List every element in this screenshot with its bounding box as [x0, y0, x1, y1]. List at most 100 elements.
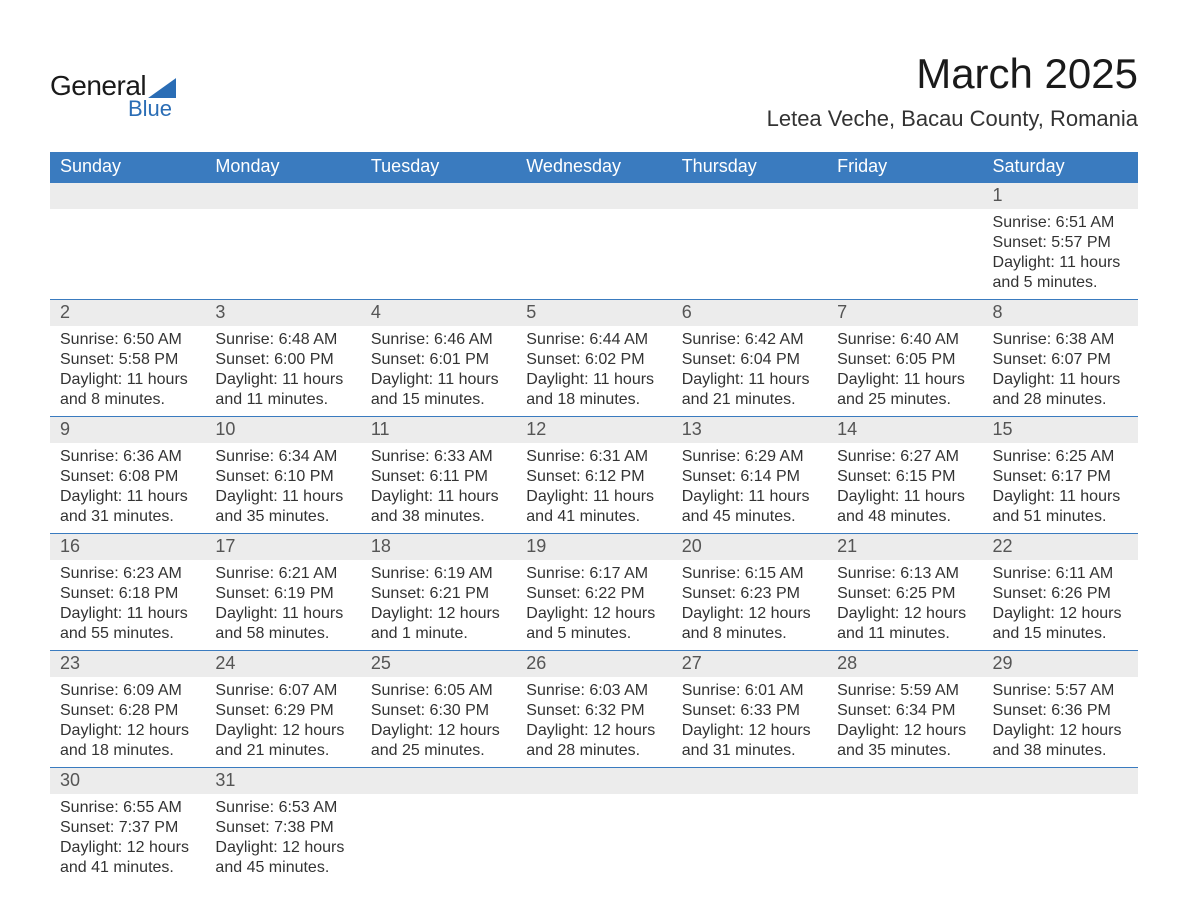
day-cell: 1Sunrise: 6:51 AMSunset: 5:57 PMDaylight… — [983, 183, 1138, 299]
day-number: 4 — [361, 300, 516, 326]
day-cell: 16Sunrise: 6:23 AMSunset: 6:18 PMDayligh… — [50, 534, 205, 650]
day-sr: Sunrise: 6:23 AM — [60, 564, 195, 584]
day-cell: 2Sunrise: 6:50 AMSunset: 5:58 PMDaylight… — [50, 300, 205, 416]
day-number — [205, 183, 360, 209]
day-cell — [672, 183, 827, 299]
day-dl1: Daylight: 11 hours — [837, 370, 972, 390]
day-cell: 30Sunrise: 6:55 AMSunset: 7:37 PMDayligh… — [50, 768, 205, 884]
day-cell: 20Sunrise: 6:15 AMSunset: 6:23 PMDayligh… — [672, 534, 827, 650]
day-header-row: SundayMondayTuesdayWednesdayThursdayFrid… — [50, 152, 1138, 183]
day-ss: Sunset: 6:22 PM — [526, 584, 661, 604]
day-cell — [50, 183, 205, 299]
title-block: March 2025 Letea Veche, Bacau County, Ro… — [767, 50, 1138, 132]
day-dl2: and 41 minutes. — [526, 507, 661, 527]
day-body: Sunrise: 6:42 AMSunset: 6:04 PMDaylight:… — [672, 326, 827, 416]
day-number — [672, 768, 827, 794]
day-number: 19 — [516, 534, 671, 560]
day-body: Sunrise: 6:38 AMSunset: 6:07 PMDaylight:… — [983, 326, 1138, 416]
day-cell — [516, 183, 671, 299]
day-header: Saturday — [983, 152, 1138, 183]
day-body: Sunrise: 6:15 AMSunset: 6:23 PMDaylight:… — [672, 560, 827, 650]
day-header: Friday — [827, 152, 982, 183]
day-number: 2 — [50, 300, 205, 326]
day-dl1: Daylight: 11 hours — [371, 487, 506, 507]
day-dl2: and 58 minutes. — [215, 624, 350, 644]
day-cell: 12Sunrise: 6:31 AMSunset: 6:12 PMDayligh… — [516, 417, 671, 533]
day-number: 27 — [672, 651, 827, 677]
day-sr: Sunrise: 6:29 AM — [682, 447, 817, 467]
day-dl2: and 48 minutes. — [837, 507, 972, 527]
day-body: Sunrise: 6:27 AMSunset: 6:15 PMDaylight:… — [827, 443, 982, 533]
day-dl1: Daylight: 11 hours — [215, 487, 350, 507]
day-ss: Sunset: 6:04 PM — [682, 350, 817, 370]
day-dl2: and 11 minutes. — [215, 390, 350, 410]
day-dl1: Daylight: 12 hours — [215, 721, 350, 741]
day-cell: 22Sunrise: 6:11 AMSunset: 6:26 PMDayligh… — [983, 534, 1138, 650]
day-sr: Sunrise: 6:15 AM — [682, 564, 817, 584]
week-row: 1Sunrise: 6:51 AMSunset: 5:57 PMDaylight… — [50, 183, 1138, 300]
day-ss: Sunset: 5:57 PM — [993, 233, 1128, 253]
day-cell: 11Sunrise: 6:33 AMSunset: 6:11 PMDayligh… — [361, 417, 516, 533]
day-dl1: Daylight: 12 hours — [993, 604, 1128, 624]
day-dl1: Daylight: 12 hours — [215, 838, 350, 858]
day-number: 30 — [50, 768, 205, 794]
day-dl2: and 5 minutes. — [993, 273, 1128, 293]
day-dl2: and 55 minutes. — [60, 624, 195, 644]
day-number: 21 — [827, 534, 982, 560]
day-cell: 10Sunrise: 6:34 AMSunset: 6:10 PMDayligh… — [205, 417, 360, 533]
day-cell: 27Sunrise: 6:01 AMSunset: 6:33 PMDayligh… — [672, 651, 827, 767]
day-dl2: and 38 minutes. — [993, 741, 1128, 761]
day-header: Wednesday — [516, 152, 671, 183]
day-cell: 18Sunrise: 6:19 AMSunset: 6:21 PMDayligh… — [361, 534, 516, 650]
day-dl1: Daylight: 11 hours — [371, 370, 506, 390]
day-sr: Sunrise: 6:25 AM — [993, 447, 1128, 467]
day-cell — [361, 768, 516, 884]
day-ss: Sunset: 6:02 PM — [526, 350, 661, 370]
day-sr: Sunrise: 6:48 AM — [215, 330, 350, 350]
day-body: Sunrise: 6:53 AMSunset: 7:38 PMDaylight:… — [205, 794, 360, 884]
day-dl1: Daylight: 11 hours — [60, 370, 195, 390]
day-number: 15 — [983, 417, 1138, 443]
day-dl1: Daylight: 12 hours — [837, 604, 972, 624]
day-sr: Sunrise: 6:34 AM — [215, 447, 350, 467]
day-dl1: Daylight: 12 hours — [60, 721, 195, 741]
day-number: 11 — [361, 417, 516, 443]
page-header: General Blue March 2025 Letea Veche, Bac… — [50, 50, 1138, 132]
day-number — [827, 768, 982, 794]
day-header: Tuesday — [361, 152, 516, 183]
day-cell: 6Sunrise: 6:42 AMSunset: 6:04 PMDaylight… — [672, 300, 827, 416]
day-ss: Sunset: 6:32 PM — [526, 701, 661, 721]
day-body: Sunrise: 6:46 AMSunset: 6:01 PMDaylight:… — [361, 326, 516, 416]
day-dl2: and 41 minutes. — [60, 858, 195, 878]
day-dl1: Daylight: 11 hours — [993, 370, 1128, 390]
day-dl1: Daylight: 11 hours — [215, 370, 350, 390]
day-sr: Sunrise: 6:05 AM — [371, 681, 506, 701]
day-cell: 9Sunrise: 6:36 AMSunset: 6:08 PMDaylight… — [50, 417, 205, 533]
day-body: Sunrise: 6:34 AMSunset: 6:10 PMDaylight:… — [205, 443, 360, 533]
day-number — [516, 183, 671, 209]
day-sr: Sunrise: 6:46 AM — [371, 330, 506, 350]
day-dl2: and 21 minutes. — [215, 741, 350, 761]
logo-top-row: General — [50, 70, 176, 102]
day-dl2: and 45 minutes. — [215, 858, 350, 878]
day-body: Sunrise: 6:40 AMSunset: 6:05 PMDaylight:… — [827, 326, 982, 416]
day-ss: Sunset: 7:38 PM — [215, 818, 350, 838]
day-dl2: and 5 minutes. — [526, 624, 661, 644]
day-sr: Sunrise: 6:55 AM — [60, 798, 195, 818]
day-number: 5 — [516, 300, 671, 326]
day-dl1: Daylight: 11 hours — [993, 253, 1128, 273]
day-sr: Sunrise: 6:13 AM — [837, 564, 972, 584]
day-dl2: and 15 minutes. — [371, 390, 506, 410]
day-number: 23 — [50, 651, 205, 677]
day-body: Sunrise: 6:29 AMSunset: 6:14 PMDaylight:… — [672, 443, 827, 533]
day-sr: Sunrise: 6:51 AM — [993, 213, 1128, 233]
day-ss: Sunset: 6:05 PM — [837, 350, 972, 370]
day-ss: Sunset: 6:36 PM — [993, 701, 1128, 721]
day-cell — [827, 768, 982, 884]
day-number — [672, 183, 827, 209]
day-dl2: and 21 minutes. — [682, 390, 817, 410]
day-cell: 21Sunrise: 6:13 AMSunset: 6:25 PMDayligh… — [827, 534, 982, 650]
day-sr: Sunrise: 6:53 AM — [215, 798, 350, 818]
day-sr: Sunrise: 6:42 AM — [682, 330, 817, 350]
day-cell: 25Sunrise: 6:05 AMSunset: 6:30 PMDayligh… — [361, 651, 516, 767]
